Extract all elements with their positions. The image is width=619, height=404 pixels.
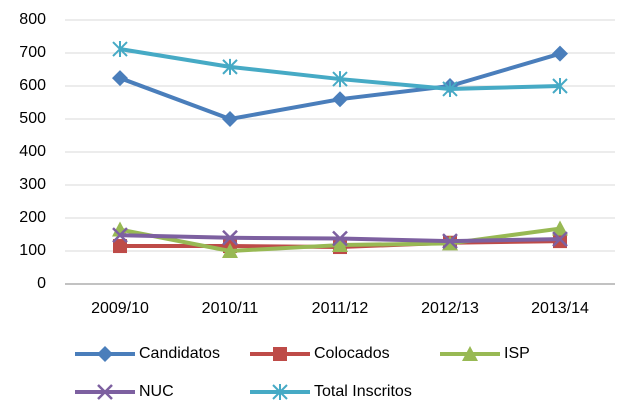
x-tick-label: 2013/14 (531, 300, 589, 317)
point (552, 78, 568, 94)
y-tick-label: 800 (19, 11, 46, 28)
x-tick-label: 2010/11 (202, 300, 259, 317)
point (222, 111, 238, 127)
x-tick-label: 2009/10 (91, 300, 149, 317)
y-tick-label: 0 (37, 275, 46, 292)
legend-marker (273, 347, 287, 361)
y-tick-label: 100 (19, 242, 46, 259)
point (222, 243, 238, 258)
point (113, 239, 127, 254)
point (332, 230, 348, 247)
point (552, 231, 568, 248)
y-tick-label: 700 (19, 44, 46, 61)
y-tick-label: 200 (19, 209, 46, 226)
x-tick-label: 2012/13 (421, 300, 479, 317)
legend-label: NUC (139, 383, 174, 400)
legend-label: Candidatos (139, 345, 220, 362)
point (112, 41, 128, 58)
legend-label: ISP (504, 345, 530, 362)
point (332, 91, 348, 108)
point (332, 237, 348, 253)
y-tick-label: 400 (19, 143, 46, 160)
legend-label: Total Inscritos (314, 383, 412, 400)
point (332, 71, 348, 88)
y-tick-label: 300 (19, 176, 46, 193)
point (112, 227, 128, 244)
point (552, 45, 568, 62)
legend-marker (272, 384, 288, 400)
legend-label: Colocados (314, 345, 390, 362)
legend-marker (97, 384, 113, 400)
point (552, 220, 568, 236)
point (112, 70, 128, 87)
point (222, 229, 238, 246)
point (222, 58, 238, 75)
x-tick-label: 2011/12 (312, 300, 369, 317)
legend-marker (462, 346, 478, 361)
point (442, 80, 458, 97)
legend-marker (97, 346, 113, 362)
y-tick-label: 500 (19, 110, 46, 127)
y-tick-label: 600 (19, 77, 46, 94)
point (442, 233, 458, 249)
